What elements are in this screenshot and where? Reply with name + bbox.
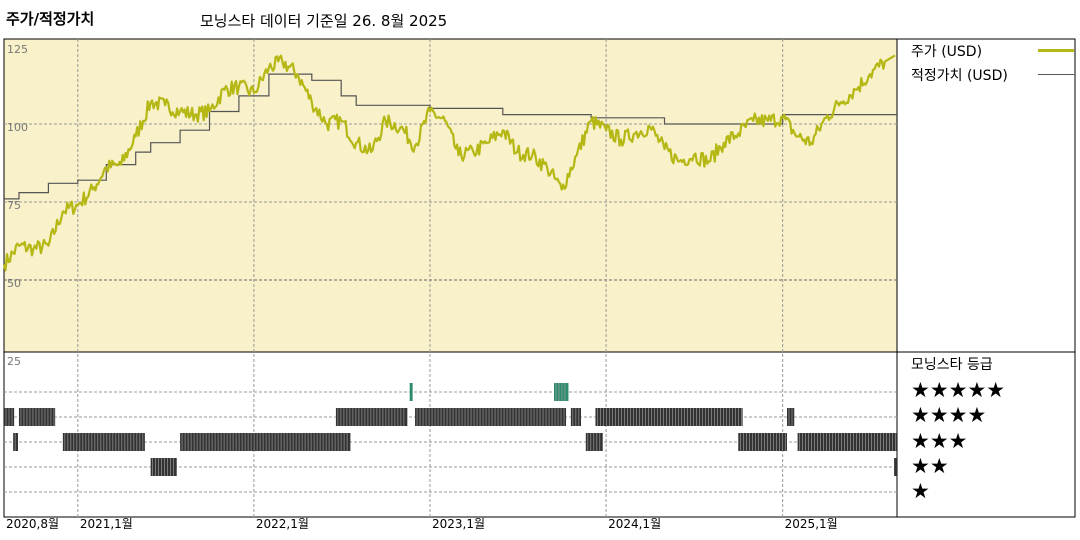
y-tick-label: 125 (7, 43, 28, 56)
x-tick-label: 2024,1월 (608, 517, 661, 531)
rating-bar-3-star (585, 433, 603, 451)
y-tick-label: 75 (7, 199, 21, 212)
x-tick-label: 2021,1월 (80, 517, 133, 531)
x-tick-label: 2023,1월 (432, 517, 485, 531)
x-tick-labels: 2020,8월 2021,1월 2022,1월 2023,1월 2024,1월 2025,… (6, 517, 838, 531)
rating-1-star: ★ (911, 479, 930, 503)
y-tick-label: 25 (7, 355, 21, 368)
y-tick-label: 100 (7, 121, 28, 134)
plot-background (3, 38, 898, 353)
x-tick-label: 2025,1월 (785, 517, 838, 531)
data-date: 모닝스타 데이터 기준일 26. 8월 2025 (200, 12, 448, 30)
chart-title: 주가/적정가치 (6, 10, 95, 28)
rating-bar-3-star (797, 433, 897, 451)
x-tick-label: 2022,1월 (256, 517, 309, 531)
legend-fair-swatch (1038, 74, 1074, 75)
y-tick-label: 50 (7, 277, 21, 290)
rating-bar-4-star (335, 408, 408, 426)
x-tick-label: 2020,8월 (6, 517, 59, 531)
rating-2-stars: ★★ (911, 454, 949, 478)
rating-bar-5-star (409, 383, 413, 401)
y-tick-labels: 125 100 75 50 25 (7, 43, 28, 368)
rating-bar-4-star (787, 408, 795, 426)
price-line (2, 54, 896, 272)
rating-bar-3-star (738, 433, 788, 451)
rating-bar-4-star (595, 408, 743, 426)
fair-value-line (4, 73, 897, 200)
rating-panel-title: 모닝스타 등급 (911, 357, 993, 373)
rating-bar-3-star (180, 433, 351, 451)
right-panel (896, 38, 1076, 518)
rating-bar-2-star (894, 458, 897, 476)
legend-price-label: 주가 (USD) (911, 44, 983, 60)
rating-5-stars: ★★★★★ (911, 378, 1006, 402)
rating-bar-2-star (150, 458, 177, 476)
legend-fair-label: 적정가치 (USD) (911, 68, 1008, 84)
rating-bar-4-star (415, 408, 567, 426)
rating-4-stars: ★★★★ (911, 403, 987, 427)
rating-bars (4, 383, 897, 476)
legend-price-swatch (1038, 49, 1074, 52)
rating-bar-4-star (18, 408, 56, 426)
rating-3-stars: ★★★ (911, 429, 968, 453)
rating-bar-3-star (13, 433, 18, 451)
